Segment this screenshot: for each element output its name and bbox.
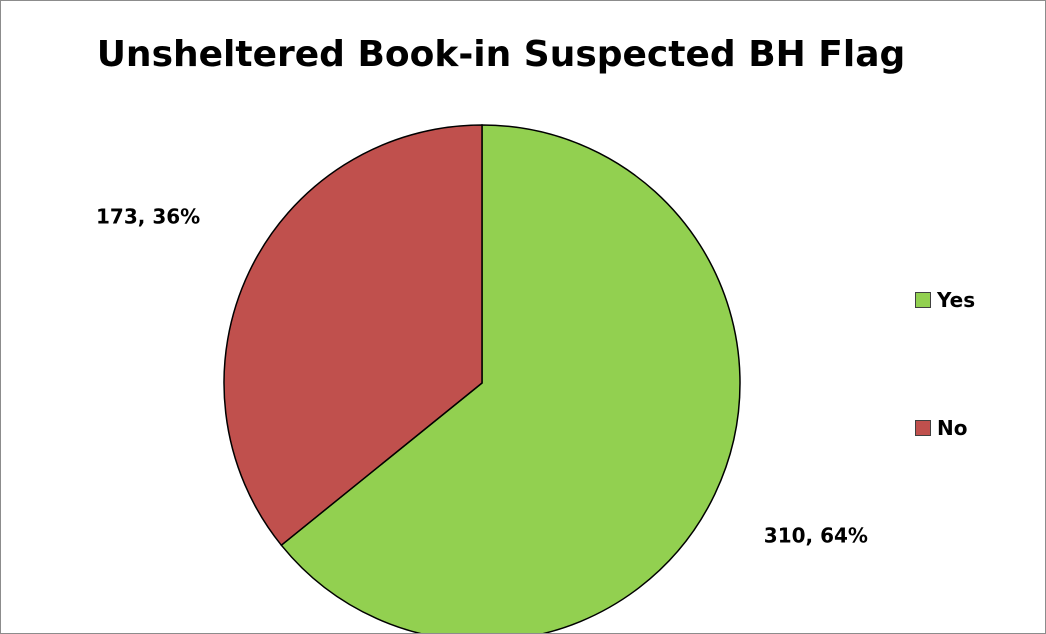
data-label-no: 173, 36%	[96, 205, 200, 229]
pie-slice-yes	[280, 124, 741, 633]
pie-slice-no	[223, 124, 483, 547]
legend-swatch-yes	[915, 292, 931, 308]
legend-item-yes: Yes	[915, 285, 975, 315]
chart-title: Unsheltered Book-in Suspected BH Flag	[96, 34, 906, 75]
legend-label-no: No	[937, 416, 968, 440]
legend-label-yes: Yes	[937, 288, 976, 312]
legend-item-no: No	[915, 413, 975, 443]
legend-swatch-no	[915, 420, 931, 436]
data-label-yes: 310, 64%	[764, 523, 868, 547]
legend: Yes No	[915, 285, 975, 541]
